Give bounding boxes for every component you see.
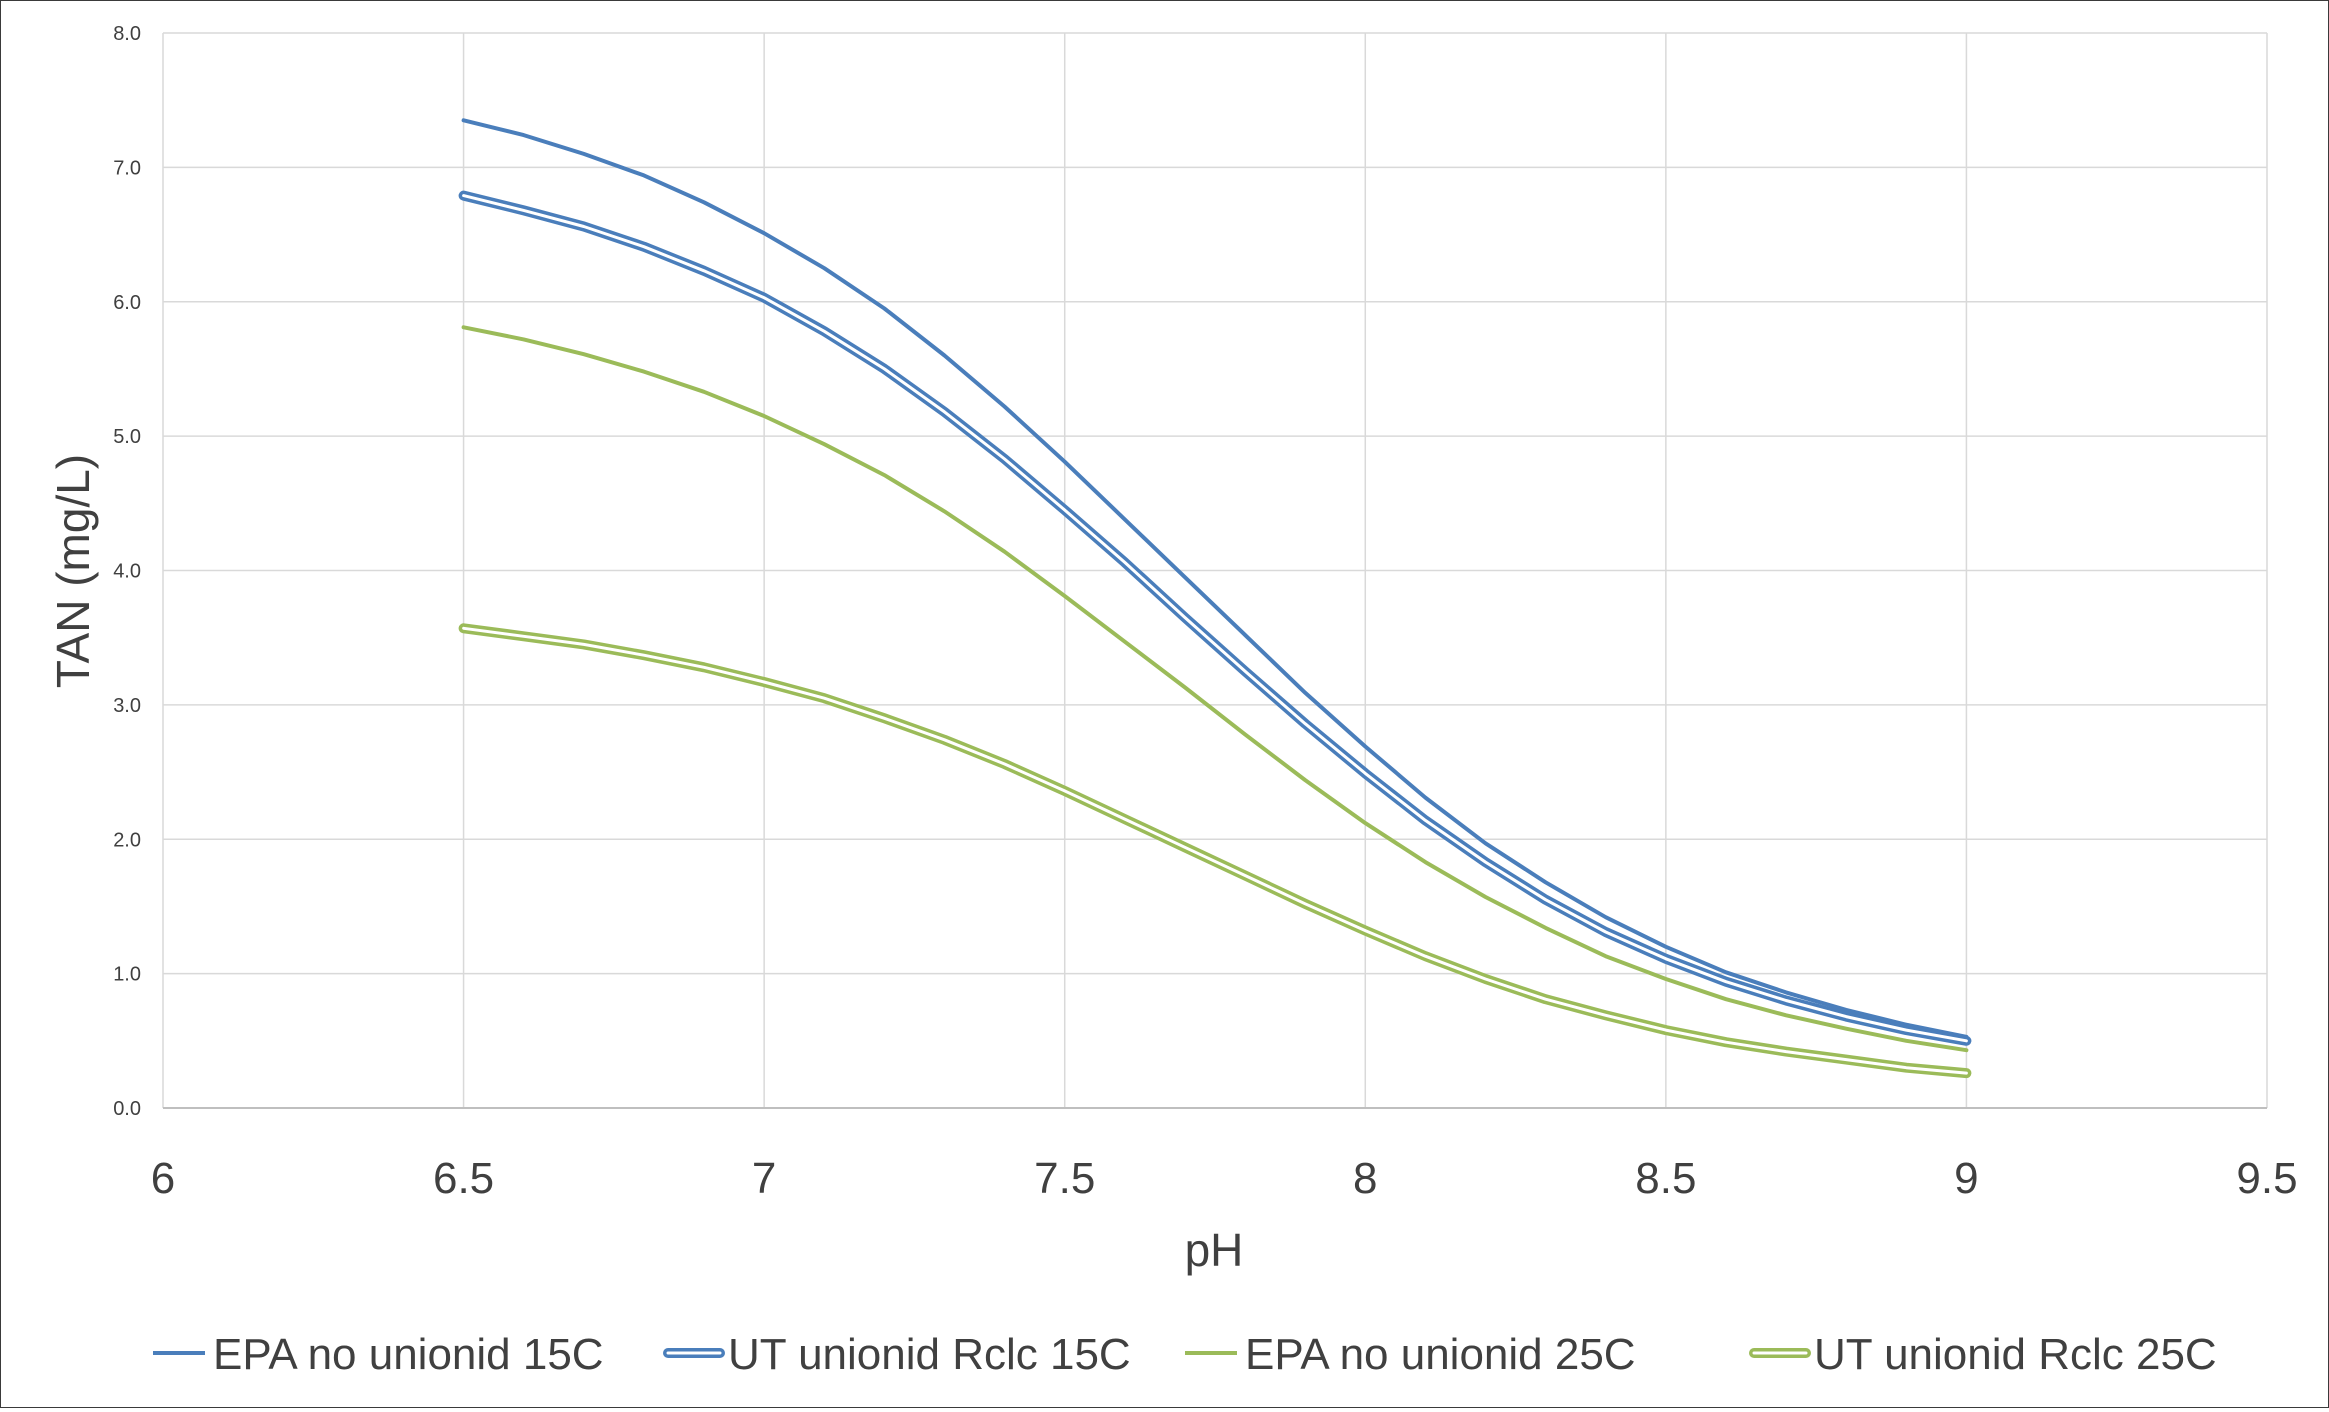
x-tick-label: 6 (151, 1154, 175, 1203)
series-2-line (458, 190, 1972, 1046)
y-tick-label: 3.0 (113, 695, 141, 717)
legend-label: EPA no unionid 25C (1245, 1330, 1636, 1379)
y-tick-label: 5.0 (113, 426, 141, 448)
series-4-line (458, 623, 1972, 1079)
x-tick-label: 7 (752, 1154, 776, 1203)
legend-label: UT unionid Rclc 15C (728, 1330, 1131, 1379)
series-1-line (461, 118, 1969, 1039)
series-lines (458, 118, 1972, 1079)
x-tick-label: 6.5 (433, 1154, 494, 1203)
legend: EPA no unionid 15C UT unionid Rclc 15C EPA… (153, 1330, 2217, 1379)
legend-item-1: EPA no unionid 15C (153, 1330, 604, 1379)
y-tick-label: 4.0 (113, 561, 141, 583)
axes: 6 6.5 7 7.5 8 8.5 9 9.5 0.0 1.0 2.0 3.0 4.0 5.0 6.0 7.0… (113, 23, 2297, 1203)
y-tick-label: 8.0 (113, 23, 141, 45)
y-tick-label: 1.0 (113, 964, 141, 986)
y-tick-label: 0.0 (113, 1098, 141, 1120)
legend-label: UT unionid Rclc 25C (1814, 1330, 2217, 1379)
legend-item-4: UT unionid Rclc 25C (1749, 1330, 2217, 1379)
x-tick-label: 9 (1954, 1154, 1978, 1203)
x-tick-label: 8 (1353, 1154, 1377, 1203)
x-tick-label: 9.5 (2236, 1154, 2297, 1203)
legend-item-3: EPA no unionid 25C (1185, 1330, 1636, 1379)
x-axis-title: pH (1185, 1224, 1244, 1276)
series-3-line (461, 325, 1969, 1053)
x-tick-label: 8.5 (1635, 1154, 1696, 1203)
y-tick-label: 2.0 (113, 829, 141, 851)
y-axis-title: TAN (mg/L) (47, 454, 99, 688)
y-tick-label: 7.0 (113, 157, 141, 179)
legend-item-2: UT unionid Rclc 15C (663, 1330, 1131, 1379)
y-tick-label: 6.0 (113, 292, 141, 314)
legend-label: EPA no unionid 15C (213, 1330, 604, 1379)
x-tick-label: 7.5 (1034, 1154, 1095, 1203)
grid (162, 32, 2268, 1109)
